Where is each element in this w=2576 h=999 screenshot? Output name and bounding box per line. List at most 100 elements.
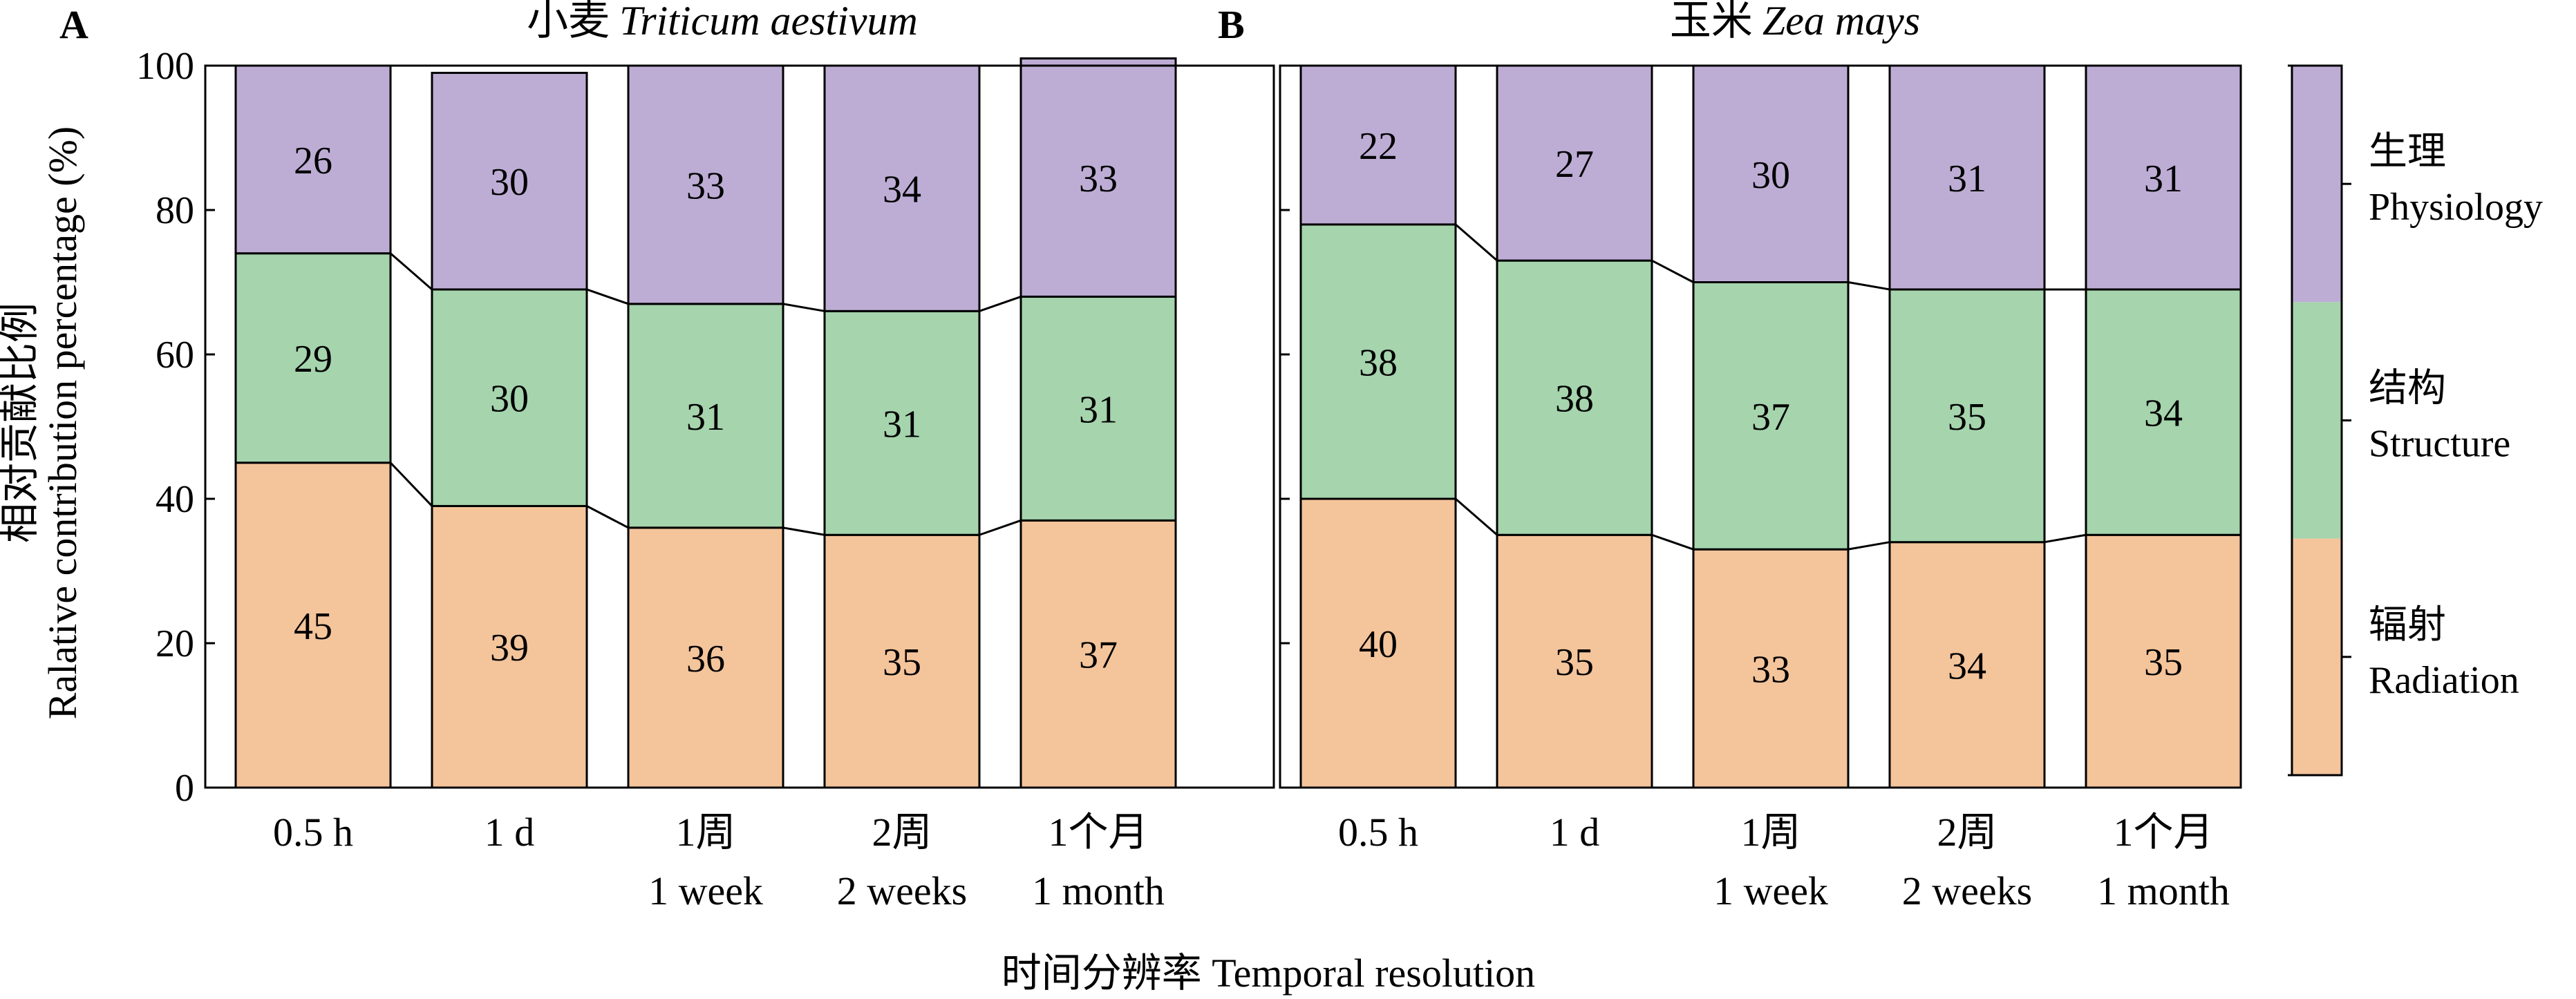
legend-swatch-radiation (2292, 538, 2342, 775)
panel-a-value-label: 36 (686, 638, 725, 681)
panel-b-value-label: 30 (1751, 154, 1790, 197)
legend-label-zh: 生理 (2369, 131, 2446, 173)
panel-b-bar-structure (2085, 288, 2242, 536)
panel-a-x-tick-label: 1个月 (1048, 810, 1148, 855)
panel-a-value-label: 29 (294, 338, 332, 381)
panel-b-connector-line (1651, 259, 1694, 283)
panel-a-bar-radiation (431, 504, 588, 789)
legend-swatch-physiology (2292, 66, 2342, 303)
panel-b-title: 玉米 Zea mays (1670, 0, 1920, 44)
panel-a-bar-physiology (234, 64, 392, 255)
panel-b-value-label: 40 (1359, 623, 1398, 666)
legend-swatch-structure (2292, 302, 2342, 539)
panel-a-title-zh: 小麦 (527, 0, 610, 44)
panel-a-value-label: 30 (490, 378, 529, 421)
panel-a-y-axis: 0 20 40 60 80 100 (136, 45, 215, 810)
panel-b-x-axis: 0.5 h 1 d 1周 1 week 2周 2 weeks 1个月 1 month (1338, 810, 2230, 913)
panel-b-bar-radiation (2085, 533, 2242, 789)
panel-a-value-label: 30 (490, 161, 529, 204)
panel-a-bar-structure (627, 303, 784, 529)
panel-a-bar-physiology (431, 71, 588, 291)
panel-a-value-label: 37 (1079, 634, 1118, 677)
panel-b-value-label: 34 (2144, 392, 2183, 435)
panel-maize: B 玉米 Zea mays 40 38 22 35 38 27 33 37 30 34 35 31 35 3… (1218, 0, 2242, 913)
panel-a-bars: 45 29 26 39 30 30 36 31 33 35 31 34 37 31 33 (234, 57, 1177, 789)
panel-a-value-label: 26 (294, 140, 332, 182)
panel-a-y-tick-label: 60 (156, 334, 194, 377)
panel-b-value-label: 34 (1948, 645, 1986, 687)
y-axis-label: 相对贡献比例 Ralative contribution percentage … (0, 126, 85, 719)
panel-a-connector-line (979, 295, 1022, 312)
panel-b-bar-radiation (1692, 548, 1850, 789)
panel-a-bar-physiology (1019, 57, 1177, 298)
panel-b-value-label: 33 (1751, 649, 1790, 692)
panel-a-frame (204, 64, 1275, 789)
panel-a-connector-line (389, 462, 433, 507)
panel-a-value-label: 39 (490, 627, 529, 669)
panel-b-bar-structure (1299, 223, 1457, 500)
panel-b-x-tick-label: 2周 (1937, 810, 1997, 855)
panel-a-value-label: 31 (1079, 388, 1118, 431)
panel-b-x-tick-label: 1周 (1740, 810, 1801, 855)
panel-a-x-tick-label: 1周 (675, 810, 735, 855)
panel-a-x-tick-label: 2周 (872, 810, 932, 855)
legend-label-zh: 结构 (2369, 368, 2446, 410)
panel-a-value-label: 31 (686, 396, 725, 439)
panel-a-value-label: 31 (883, 403, 921, 446)
panel-a-value-label: 33 (1079, 158, 1118, 200)
panel-b-bar-structure (1888, 288, 2046, 544)
panel-a-y-tick-label: 0 (175, 767, 194, 810)
panel-b-connector-line (1651, 533, 1694, 551)
panel-b-value-label: 37 (1751, 396, 1790, 439)
panel-a-bar-structure (431, 288, 588, 507)
panel-b-bar-physiology (1496, 64, 1653, 262)
panel-a-value-label: 34 (883, 169, 921, 211)
panel-a-connector-line (782, 303, 825, 312)
panel-b-bar-physiology (1299, 64, 1457, 226)
panel-b-bar-radiation (1299, 497, 1457, 789)
legend-frame (2291, 64, 2343, 777)
panel-a-bar-structure (1019, 295, 1177, 522)
panel-b-bar-structure (1692, 281, 1850, 551)
panel-b-y-axis (1280, 209, 1290, 645)
panel-a-y-tick-label: 80 (156, 189, 194, 232)
panel-b-connector-line (1455, 497, 1498, 536)
panel-b-value-label: 38 (1555, 378, 1594, 421)
panel-b-value-label: 35 (1555, 641, 1594, 684)
panel-b-x-tick-label: 1 d (1550, 810, 1600, 855)
panel-b-value-label: 35 (2144, 641, 2183, 684)
panel-b-letter: B (1218, 2, 1245, 47)
panel-b-x-tick-label: 1 week (1713, 868, 1828, 913)
panel-a-y-tick-label: 100 (136, 45, 194, 88)
legend-label-en: Structure (2369, 423, 2510, 466)
panel-b-connector-line (2044, 533, 2087, 544)
panel-b-connector-line (1848, 281, 1890, 291)
legend: 生理 Physiology 结构 Structure 辐射 Radiation (2288, 64, 2543, 777)
panel-a-bar-radiation (627, 526, 784, 789)
panel-a-value-label: 35 (883, 641, 921, 684)
panel-b-connector-line (1455, 223, 1498, 262)
x-axis-label: 时间分辨率 Temporal resolution (1002, 951, 1535, 996)
panel-b-x-tick-label: 2 weeks (1902, 868, 2032, 913)
panel-a-bar-structure (234, 252, 392, 464)
legend-label-en: Radiation (2369, 659, 2519, 702)
panel-b-bar-physiology (1692, 64, 1850, 283)
panel-a-y-tick-label: 40 (156, 478, 194, 521)
panel-b-value-label: 22 (1359, 125, 1398, 168)
panel-b-title-latin: Zea mays (1762, 0, 1920, 44)
panel-a-connector-line (782, 526, 825, 536)
panel-a-value-label: 33 (686, 164, 725, 207)
panel-b-bar-structure (1496, 259, 1653, 536)
panel-a-x-tick-label: 1 month (1032, 868, 1165, 913)
panel-a-connector-line (586, 505, 629, 529)
legend-label-zh: 辐射 (2369, 604, 2446, 647)
panel-a-x-tick-label: 1 d (485, 810, 535, 855)
panel-b-value-label: 38 (1359, 341, 1398, 384)
panel-a-title-latin: Triticum aestivum (619, 0, 918, 44)
y-axis-label-en: Ralative contribution percentage (%) (40, 126, 85, 719)
panel-b-value-label: 35 (1948, 396, 1986, 439)
panel-b-frame (1279, 64, 2242, 789)
panel-b-value-label: 27 (1555, 143, 1594, 186)
panel-a-x-tick-label: 2 weeks (837, 868, 967, 913)
